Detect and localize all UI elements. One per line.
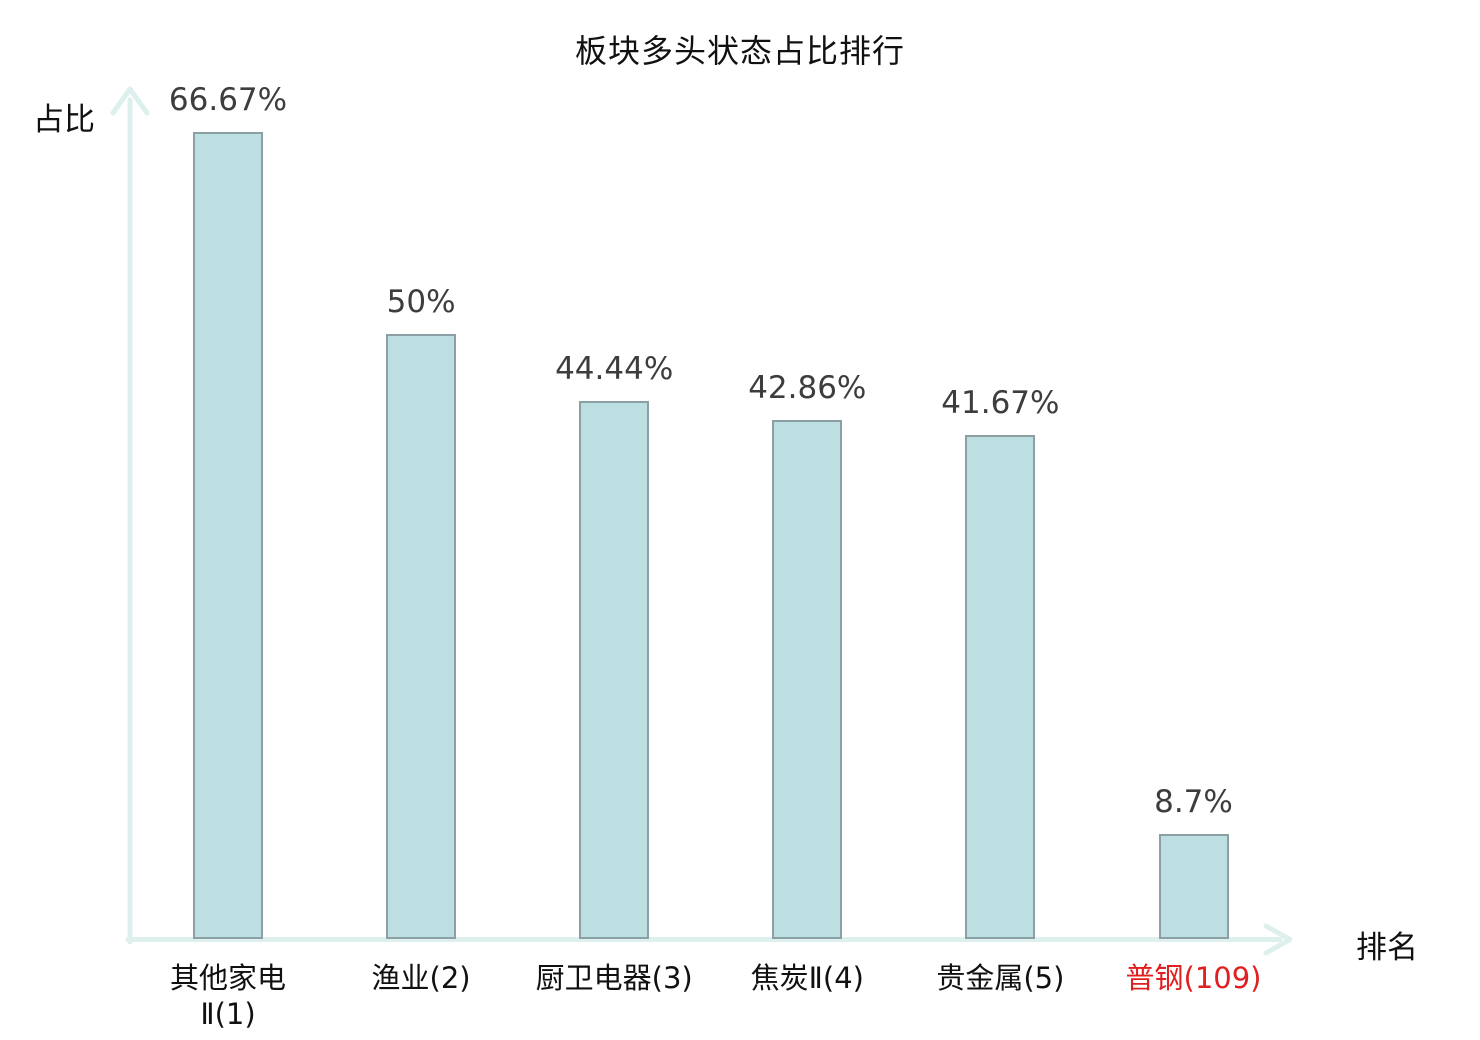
y-axis-label: 占比 — [33, 102, 95, 138]
bar — [965, 434, 1036, 939]
bar — [1158, 833, 1229, 939]
bar — [193, 132, 263, 939]
bar-value-label: 44.44% — [555, 351, 674, 388]
category-label: 其他家电 Ⅱ(1) — [169, 961, 286, 1031]
bar-value-label: 66.67% — [168, 82, 288, 118]
chart-title: 板块多头状态占比排行 — [574, 32, 905, 70]
x-axis-arrow-icon — [1263, 923, 1293, 956]
y-axis-arrow-icon — [110, 86, 150, 116]
bar-value-label: 50% — [386, 283, 456, 320]
bar-value-label: 42.86% — [748, 370, 867, 407]
category-label: 焦炭Ⅱ(4) — [750, 961, 864, 995]
x-axis-label: 排名 — [1356, 930, 1418, 966]
bar — [386, 333, 457, 939]
bar — [579, 401, 650, 939]
category-label: 厨卫电器(3) — [535, 961, 693, 995]
bar-value-label: 41.67% — [941, 384, 1060, 421]
bar — [772, 420, 843, 939]
category-label: 渔业(2) — [371, 961, 471, 995]
bar-value-label: 8.7% — [1154, 783, 1233, 820]
category-label: 普钢(109) — [1125, 961, 1262, 995]
category-label: 贵金属(5) — [936, 961, 1065, 995]
